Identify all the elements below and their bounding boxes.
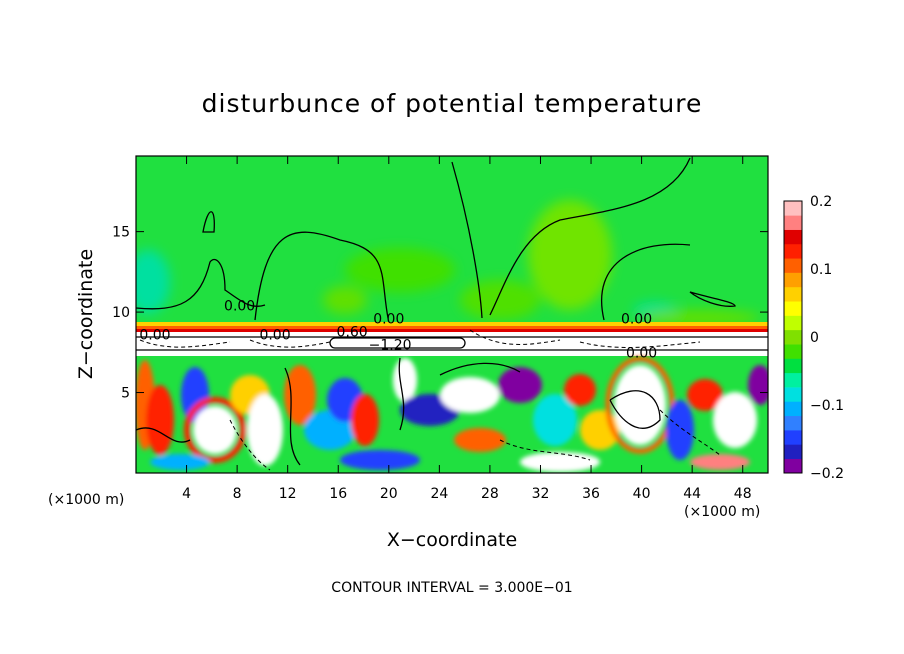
colorbar-swatch bbox=[784, 415, 802, 431]
colorbar-tick-label: 0.1 bbox=[810, 262, 832, 278]
x-tick-label: 16 bbox=[329, 486, 347, 502]
colorbar-swatch bbox=[784, 458, 802, 474]
colorbar-swatch bbox=[784, 444, 802, 459]
heatmap-field bbox=[136, 156, 768, 473]
colorbar-swatch bbox=[784, 372, 802, 388]
contour-label: 0.00 bbox=[373, 312, 404, 328]
y-tick-label: 5 bbox=[121, 386, 130, 402]
colorbar-swatch bbox=[784, 201, 802, 216]
y-ticks: 5 10 15 bbox=[112, 225, 768, 402]
x-tick-label: 20 bbox=[380, 486, 398, 502]
contour-label: 0.00 bbox=[224, 299, 255, 315]
x-tick-label: 8 bbox=[233, 486, 242, 502]
colorbar-tick-label: −0.1 bbox=[810, 398, 844, 414]
colorbar-swatch bbox=[784, 243, 802, 259]
x-tick-label: 40 bbox=[633, 486, 651, 502]
y-axis-label: Z−coordinate bbox=[75, 249, 97, 379]
x-axis-unit: (×1000 m) bbox=[48, 492, 124, 508]
contour-label: 0.00 bbox=[621, 312, 652, 328]
y-tick-label: 10 bbox=[112, 305, 130, 321]
colorbar-swatch bbox=[784, 344, 802, 359]
x-tick-label: 28 bbox=[481, 486, 499, 502]
x-tick-label: 24 bbox=[430, 486, 448, 502]
x-tick-label: 48 bbox=[734, 486, 752, 502]
x-axis-unit-right: (×1000 m) bbox=[684, 504, 760, 520]
colorbar-swatch bbox=[784, 215, 802, 230]
x-tick-label: 44 bbox=[683, 486, 701, 502]
colorbar-swatch bbox=[784, 286, 802, 302]
colorbar-swatch bbox=[784, 229, 802, 245]
contour-lines bbox=[136, 157, 768, 466]
x-tick-label: 32 bbox=[532, 486, 550, 502]
plot-frame bbox=[135, 155, 769, 474]
colorbar-swatch bbox=[784, 258, 802, 273]
colorbar-swatch bbox=[784, 358, 802, 374]
x-tick-label: 36 bbox=[582, 486, 600, 502]
colorbar-tick-label: 0.2 bbox=[810, 194, 832, 210]
boundary-layer bbox=[136, 356, 768, 473]
colorbar-ticks: 0.2 0.1 0 −0.1 −0.2 bbox=[810, 194, 844, 482]
colorbar-swatch bbox=[784, 272, 802, 288]
colorbar bbox=[784, 201, 802, 474]
contour-label: 0.00 bbox=[626, 345, 657, 361]
x-axis-label: X−coordinate bbox=[387, 529, 517, 551]
inversion-band bbox=[136, 322, 768, 356]
contour-dashed bbox=[139, 329, 721, 471]
contour-interval-note: CONTOUR INTERVAL = 3.000E−01 bbox=[331, 580, 572, 596]
x-tick-label: 4 bbox=[182, 486, 191, 502]
colorbar-swatch bbox=[784, 329, 802, 345]
contour-label: 0.60 bbox=[337, 324, 368, 340]
chart-title: disturbunce of potential temperature bbox=[202, 89, 703, 118]
contour-label: −1.20 bbox=[369, 337, 412, 353]
colorbar-swatch bbox=[784, 387, 802, 402]
colorbar-swatch bbox=[784, 315, 802, 331]
x-ticks: 4 8 12 16 20 24 28 32 36 40 44 48 bbox=[182, 156, 752, 502]
colorbar-swatch bbox=[784, 401, 802, 417]
contour-labels: 0.000.000.000.00 0.60−1.200.000.00 bbox=[139, 299, 657, 362]
colorbar-tick-label: 0 bbox=[810, 330, 819, 346]
colorbar-swatch bbox=[784, 430, 802, 445]
contour-label: 0.00 bbox=[259, 328, 290, 344]
contour-label: 0.00 bbox=[139, 328, 170, 344]
upper-anomalies bbox=[136, 200, 760, 326]
colorbar-frame bbox=[783, 200, 803, 474]
x-tick-label: 12 bbox=[279, 486, 297, 502]
colorbar-swatch bbox=[784, 301, 802, 316]
y-tick-label: 15 bbox=[112, 225, 130, 241]
colorbar-tick-label: −0.2 bbox=[810, 466, 844, 482]
